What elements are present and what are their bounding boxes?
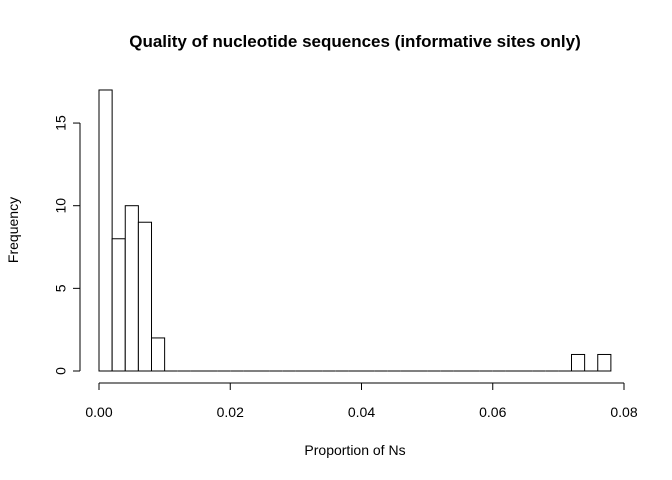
histogram-bar bbox=[98, 89, 113, 372]
x-tick-label: 0.00 bbox=[85, 404, 112, 420]
x-tick-label: 0.04 bbox=[348, 404, 375, 420]
histogram-bar bbox=[111, 238, 126, 372]
histogram-bar bbox=[597, 353, 612, 372]
y-tick-label: 15 bbox=[53, 115, 69, 131]
chart-title: Quality of nucleotide sequences (informa… bbox=[129, 32, 581, 51]
y-axis-label: Frequency bbox=[5, 197, 21, 263]
y-tick-label: 10 bbox=[53, 198, 69, 214]
x-axis: 0.00 0.02 0.04 0.06 0.08 bbox=[85, 382, 638, 420]
histogram-bar bbox=[151, 337, 166, 372]
y-tick-label: 0 bbox=[53, 367, 69, 375]
bars-group bbox=[98, 89, 612, 372]
y-tick-label: 5 bbox=[53, 284, 69, 292]
histogram-bar bbox=[571, 353, 586, 372]
histogram-bar bbox=[137, 221, 153, 372]
x-tick-label: 0.08 bbox=[610, 404, 637, 420]
y-axis: 0 5 10 15 bbox=[53, 115, 81, 375]
x-axis-label: Proportion of Ns bbox=[304, 442, 405, 458]
histogram-bar bbox=[124, 205, 139, 372]
x-tick-label: 0.06 bbox=[479, 404, 506, 420]
x-tick-label: 0.02 bbox=[217, 404, 244, 420]
